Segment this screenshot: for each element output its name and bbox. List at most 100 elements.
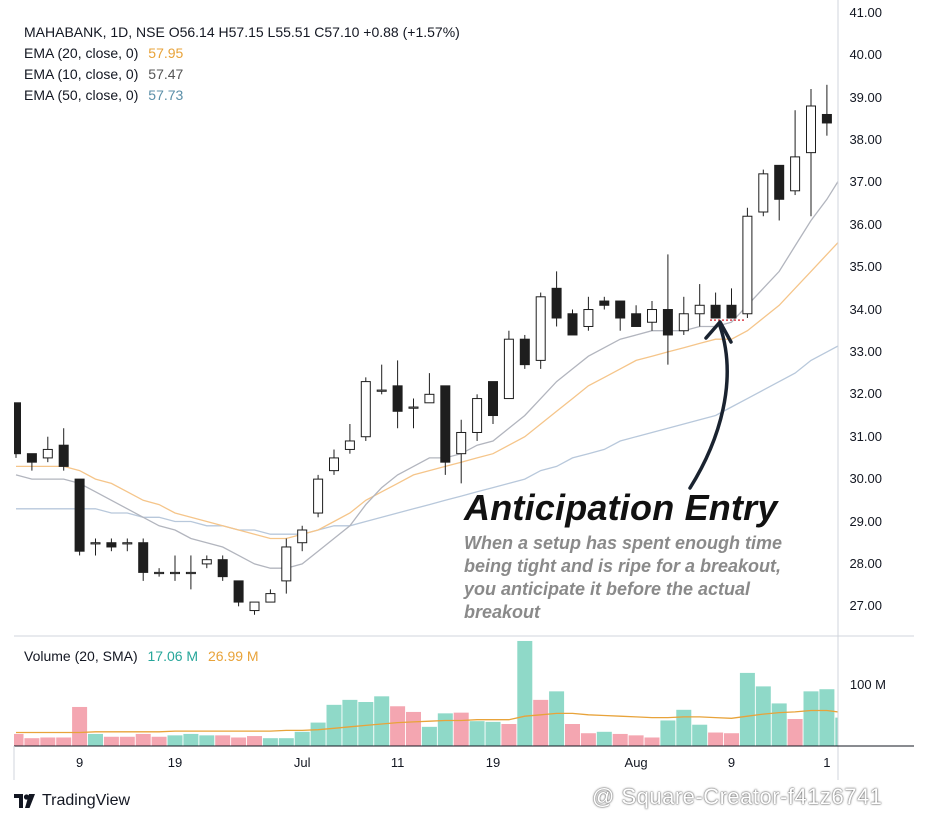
volume-bar — [326, 704, 342, 746]
candle — [138, 538, 149, 581]
price-tick-label: 27.00 — [849, 598, 882, 614]
candle — [567, 309, 578, 336]
volume-bar — [72, 706, 88, 746]
ema10-value: 57.47 — [148, 66, 184, 82]
volume-bar — [835, 717, 838, 746]
footer-bar — [0, 780, 928, 824]
candle — [694, 284, 705, 327]
candle — [265, 589, 276, 603]
volume-bar — [469, 721, 485, 746]
symbol-legend: MAHABANK, 1D, NSE O56.14 H57.15 L55.51 C… — [24, 24, 460, 40]
volume-bar — [676, 709, 692, 746]
symbol-ohlc-text: MAHABANK, 1D, NSE O56.14 H57.15 L55.51 C… — [24, 24, 460, 40]
volume-legend[interactable]: Volume (20, SMA) 17.06 M 26.99 M — [24, 648, 259, 664]
candle — [376, 364, 387, 395]
candle-body — [392, 385, 403, 412]
candle — [662, 254, 673, 365]
candle — [329, 449, 339, 475]
price-tick-label: 34.00 — [849, 301, 882, 317]
volume-bar — [167, 735, 183, 746]
volume-bar — [135, 733, 151, 746]
volume-bar — [88, 733, 103, 746]
candle — [297, 525, 308, 552]
volume-bar — [485, 721, 501, 746]
volume-bar — [56, 737, 72, 746]
volume-sma-value: 26.99 M — [207, 648, 259, 664]
volume-chart-svg[interactable] — [14, 636, 838, 746]
candle-body — [265, 593, 276, 603]
candle — [519, 334, 530, 369]
price-tick-label: 30.00 — [849, 471, 882, 487]
ema50-legend[interactable]: EMA (50, close, 0) 57.73 — [24, 87, 183, 103]
price-tick-label: 41.00 — [849, 4, 882, 20]
volume-bar — [119, 736, 135, 746]
volume-bar — [771, 703, 787, 746]
volume-bar — [533, 699, 549, 746]
candle-body — [233, 580, 244, 603]
volume-bar — [310, 722, 326, 746]
candle-body — [535, 296, 546, 361]
candle — [758, 169, 769, 217]
candle-body — [790, 156, 801, 192]
time-tick-label: 9 — [727, 755, 736, 770]
candle-body — [567, 313, 578, 336]
volume-bar — [278, 738, 294, 746]
price-chart[interactable] — [14, 0, 838, 636]
candle — [503, 330, 514, 400]
volume-bar — [183, 733, 199, 746]
candle-body — [806, 105, 816, 154]
candle — [790, 110, 801, 196]
volume-bar — [40, 737, 56, 746]
candle-body — [74, 478, 85, 552]
candle — [710, 292, 721, 319]
candle — [344, 424, 355, 454]
candle-body — [726, 304, 737, 319]
volume-bar — [644, 737, 660, 746]
candle-body — [599, 300, 610, 306]
ema10-legend[interactable]: EMA (10, close, 0) 57.47 — [24, 66, 183, 82]
candle-body — [14, 402, 21, 455]
volume-bar — [517, 640, 533, 746]
time-tick-label: Aug — [624, 755, 648, 770]
candle-body — [201, 559, 212, 565]
candle-body — [472, 398, 483, 433]
candle-body — [42, 448, 53, 459]
candle — [678, 296, 689, 335]
volume-bar — [501, 724, 517, 746]
price-tick-label: 39.00 — [849, 89, 882, 105]
candle-body — [344, 440, 355, 450]
watermark: @ Square-Creator-f41z6741 — [592, 784, 882, 810]
volume-bar — [596, 731, 612, 746]
price-tick-label: 28.00 — [849, 555, 882, 571]
price-chart-svg[interactable] — [14, 0, 838, 636]
ema20-legend[interactable]: EMA (20, close, 0) 57.95 — [24, 45, 183, 61]
candle-body — [456, 431, 467, 455]
candle — [90, 538, 101, 556]
candle-body — [631, 313, 642, 327]
volume-value: 17.06 M — [147, 648, 199, 664]
time-tick-label: 19 — [485, 755, 501, 770]
candle — [599, 296, 610, 310]
volume-bar — [421, 726, 437, 746]
volume-bar — [390, 706, 406, 746]
volume-bar — [358, 702, 374, 746]
volume-bar — [660, 720, 676, 746]
ema20-value: 57.95 — [148, 45, 184, 61]
candle-body — [647, 309, 657, 323]
volume-bar — [755, 686, 771, 746]
candle-body — [662, 309, 673, 336]
volume-bar — [14, 733, 24, 746]
candle — [392, 360, 403, 429]
candle — [106, 538, 117, 552]
candle-body — [615, 300, 626, 319]
candle-body — [281, 546, 292, 582]
tradingview-logo[interactable]: TradingView — [14, 792, 130, 810]
price-tick-label: 40.00 — [849, 47, 882, 63]
candle-body — [503, 338, 514, 400]
time-tick-label: 11 — [390, 755, 405, 770]
candle-body — [154, 571, 165, 575]
volume-chart[interactable] — [14, 636, 838, 746]
candle — [806, 89, 816, 217]
candle — [408, 398, 419, 429]
candle — [424, 373, 435, 404]
